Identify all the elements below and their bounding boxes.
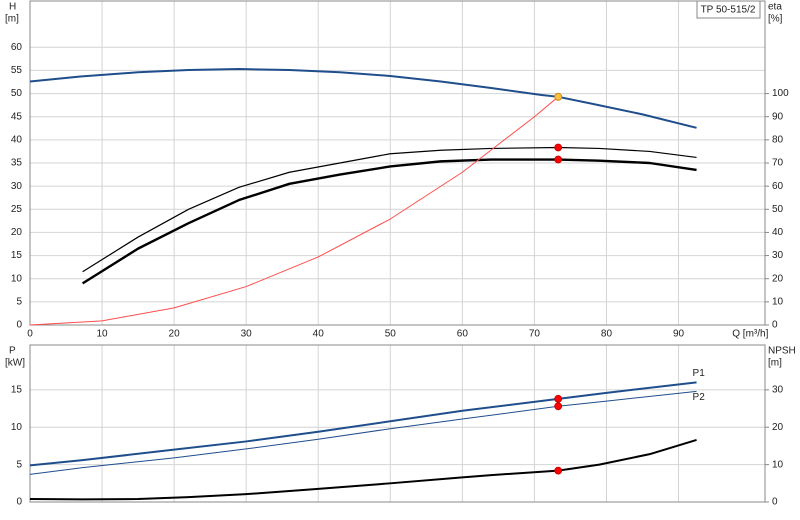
point-marker bbox=[554, 466, 563, 475]
x-tick-label: 60 bbox=[457, 329, 469, 340]
y-tick-label: 10 bbox=[11, 273, 23, 284]
x-tick-label: 30 bbox=[241, 329, 253, 340]
y2-tick-label: 10 bbox=[772, 296, 784, 307]
point-marker bbox=[554, 402, 563, 411]
x-tick-label: 90 bbox=[673, 329, 685, 340]
series-label: P1 bbox=[693, 368, 706, 379]
y2-tick-label: 60 bbox=[772, 181, 784, 192]
x-tick-label: 70 bbox=[529, 329, 541, 340]
y2-axis-unit: [%] bbox=[768, 14, 783, 25]
y-tick-label: 45 bbox=[11, 111, 23, 122]
x-tick-label: 80 bbox=[601, 329, 613, 340]
x-tick-label: 50 bbox=[385, 329, 397, 340]
curve bbox=[29, 96, 559, 326]
plot-frame bbox=[29, 344, 766, 503]
y2-tick-label: 20 bbox=[772, 273, 784, 284]
y-tick-label: 10 bbox=[11, 422, 23, 433]
y2-tick-label: 50 bbox=[772, 204, 784, 215]
y2-tick-label: 0 bbox=[772, 497, 778, 508]
y2-tick-label: 40 bbox=[772, 227, 784, 238]
y-tick-label: 5 bbox=[16, 296, 22, 307]
y2-tick-label: 70 bbox=[772, 158, 784, 169]
y-tick-label: 60 bbox=[11, 42, 23, 53]
x-axis-label: Q [m³/h] bbox=[732, 329, 768, 340]
x-tick-label: 20 bbox=[169, 329, 181, 340]
point-marker bbox=[554, 143, 563, 152]
y-tick-label: 30 bbox=[11, 181, 23, 192]
y-axis-unit: [kW] bbox=[5, 358, 25, 369]
y2-tick-label: 10 bbox=[772, 459, 784, 470]
point-marker bbox=[554, 155, 563, 164]
y-tick-label: 40 bbox=[11, 134, 23, 145]
y2-axis-label: eta bbox=[768, 2, 782, 13]
y2-axis-label: NPSH bbox=[768, 346, 796, 357]
y-tick-label: 20 bbox=[11, 227, 23, 238]
y-tick-label: 35 bbox=[11, 158, 23, 169]
y-tick-label: 55 bbox=[11, 65, 23, 76]
point-marker bbox=[554, 92, 563, 101]
y2-tick-label: 0 bbox=[772, 320, 778, 331]
series-label: P2 bbox=[693, 392, 706, 403]
y-axis-label: H bbox=[9, 2, 16, 13]
curve bbox=[29, 68, 697, 129]
y2-tick-label: 80 bbox=[772, 134, 784, 145]
plot-frame bbox=[29, 0, 766, 326]
curve bbox=[29, 390, 697, 475]
curve bbox=[29, 438, 697, 501]
y-tick-label: 15 bbox=[11, 384, 23, 395]
x-tick-label: 10 bbox=[96, 329, 108, 340]
x-tick-label: 0 bbox=[27, 329, 33, 340]
y2-tick-label: 100 bbox=[772, 88, 789, 99]
y2-tick-label: 90 bbox=[772, 111, 784, 122]
y-tick-label: 0 bbox=[16, 320, 22, 331]
y-tick-label: 50 bbox=[11, 88, 23, 99]
y-tick-label: 15 bbox=[11, 250, 23, 261]
y2-tick-label: 30 bbox=[772, 384, 784, 395]
y2-tick-label: 20 bbox=[772, 422, 784, 433]
y-tick-label: 25 bbox=[11, 204, 23, 215]
x-tick-label: 40 bbox=[313, 329, 325, 340]
point-marker bbox=[554, 394, 563, 403]
title-box bbox=[696, 0, 761, 19]
chart-title: TP 50-515/2 bbox=[701, 5, 756, 16]
y-tick-label: 5 bbox=[16, 459, 22, 470]
y-axis-label: P bbox=[9, 346, 16, 357]
y-axis-unit: [m] bbox=[5, 14, 19, 25]
curve bbox=[29, 381, 697, 467]
y2-axis-unit: [m] bbox=[768, 358, 782, 369]
y2-tick-label: 30 bbox=[772, 250, 784, 261]
y-tick-label: 0 bbox=[16, 497, 22, 508]
curve bbox=[82, 146, 697, 273]
curve bbox=[81, 158, 697, 285]
